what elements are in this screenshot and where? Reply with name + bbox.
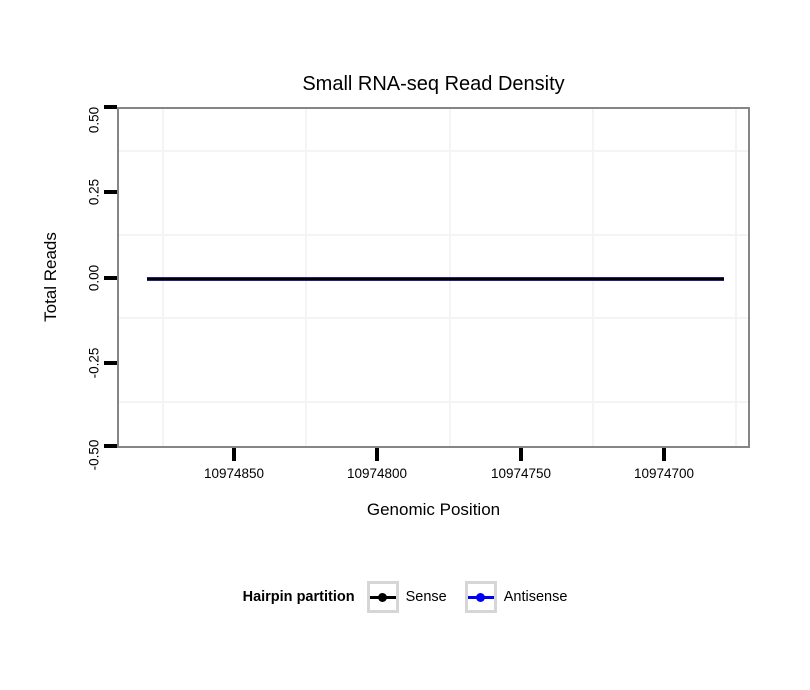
legend-label-antisense: Antisense [503,589,568,605]
minor-gridline-horizontal [119,234,748,236]
x-tick-label: 10974800 [346,466,408,481]
x-axis-title: Genomic Position [366,500,501,519]
minor-gridline-horizontal [119,317,748,319]
minor-gridline-vertical [735,109,737,446]
y-axis-title: Total Reads [41,232,60,322]
y-tick-label: 0.50 [86,106,102,134]
read-density-zero-line [147,277,724,281]
x-tick-label: 10974850 [203,466,265,481]
y-tick-label: 0.25 [86,178,102,206]
legend-key-antisense [464,581,497,613]
plot-panel [117,107,750,448]
y-axis-tick [104,361,117,365]
x-tick-label: 10974750 [490,466,552,481]
y-tick-label: -0.50 [86,439,102,471]
x-axis-tick [375,448,379,461]
y-axis-tick [104,276,117,280]
minor-gridline-horizontal [119,401,748,403]
x-axis-tick [662,448,666,461]
y-axis-tick [104,190,117,194]
antisense-point-icon [476,592,486,602]
y-axis-tick [104,105,117,109]
legend-title: Hairpin partition [242,589,355,605]
y-tick-label: -0.25 [86,347,102,379]
x-tick-label: 10974700 [633,466,695,481]
legend-key-sense [366,581,399,613]
chart-title: Small RNA-seq Read Density [302,73,565,95]
x-axis-tick [519,448,523,461]
y-tick-label: 0.00 [86,264,102,292]
x-axis-tick [232,448,236,461]
sense-point-icon [378,592,388,602]
sense-series-line [147,278,724,280]
minor-gridline-horizontal [119,150,748,152]
y-axis-tick [104,444,117,448]
legend-label-sense: Sense [405,589,447,605]
legend: Hairpin partition Sense Antisense [0,581,810,613]
